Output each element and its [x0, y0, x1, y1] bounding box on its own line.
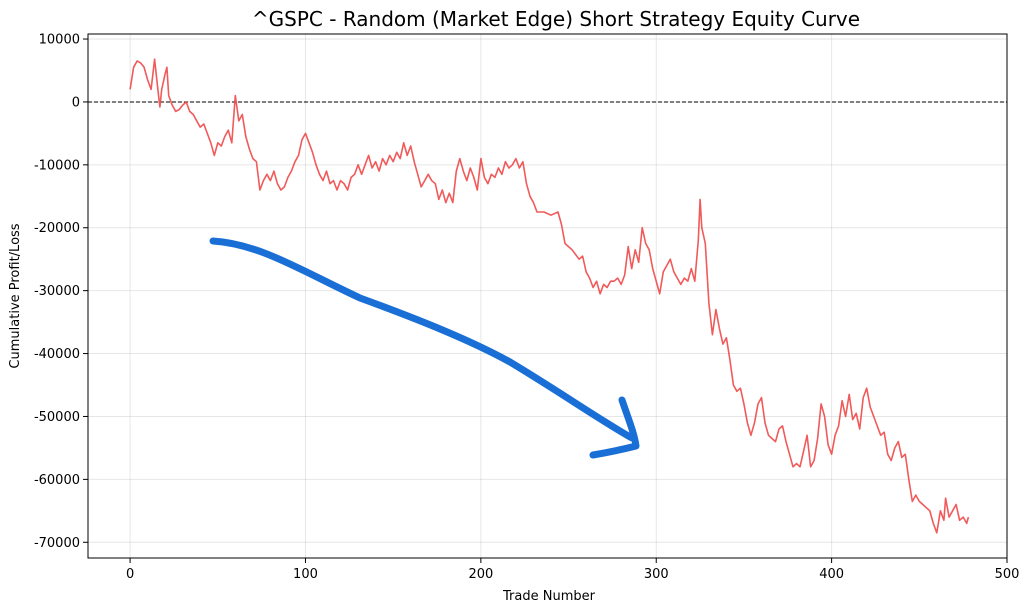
y-axis-ticks: 10000 0 -10000 -20000 -30000 -40000 -50000 -600…	[34, 33, 88, 551]
x-axis-ticks: 0 100 200 300 400 500	[126, 558, 1019, 582]
y-tick-label: -60000	[34, 473, 80, 488]
x-tick-label: 200	[468, 567, 493, 582]
y-axis-label: Cumulative Profit/Loss	[8, 223, 23, 368]
series-layer	[129, 58, 970, 534]
y-tick-label: 0	[72, 95, 80, 110]
equity-curve-line	[129, 58, 970, 534]
y-tick-label: -70000	[34, 536, 80, 551]
y-tick-label: -30000	[34, 284, 80, 299]
x-tick-label: 100	[293, 567, 318, 582]
plot-frame	[87, 33, 1008, 559]
chart-title: ^GSPC - Random (Market Edge) Short Strat…	[252, 7, 860, 31]
annotation-arrow-shaft	[209, 237, 636, 442]
annotation-layer	[209, 237, 640, 459]
x-axis-label: Trade Number	[502, 589, 596, 604]
y-tick-label: -50000	[34, 410, 80, 425]
x-tick-label: 500	[995, 567, 1020, 582]
y-tick-label: -20000	[34, 221, 80, 236]
x-tick-label: 300	[644, 567, 669, 582]
x-tick-label: 400	[819, 567, 844, 582]
y-tick-label: -40000	[34, 347, 80, 362]
grid	[88, 34, 1008, 558]
annotation-arrow-head	[589, 396, 640, 459]
x-tick-label: 0	[126, 567, 134, 582]
y-tick-label: -10000	[34, 158, 80, 173]
y-tick-label: 10000	[39, 33, 80, 48]
